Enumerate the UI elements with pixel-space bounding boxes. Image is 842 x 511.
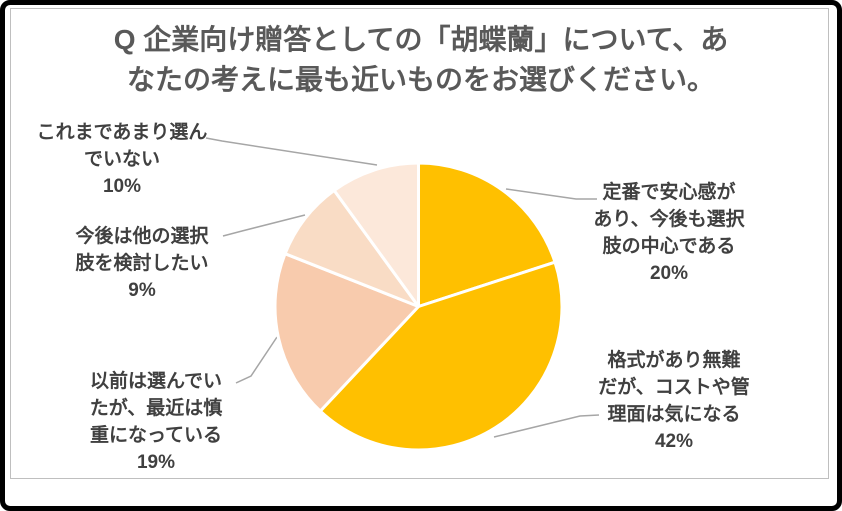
slice-label-standard-choice: 定番で安心感が あり、今後も選択 肢の中心である 20% — [593, 182, 745, 284]
pie-slices — [273, 161, 564, 452]
leader-line-cautious-now — [235, 336, 278, 384]
leader-line-consider-others — [222, 214, 306, 237]
pie-slice-4 — [283, 188, 420, 308]
leader-line-formal-but-cost — [493, 414, 600, 438]
leader-line-standard-choice — [505, 188, 597, 200]
pie-slice-1 — [417, 161, 557, 308]
pie-chart — [205, 137, 600, 452]
slice-label-not-chosen: これまであまり選ん でいない 10% — [36, 122, 208, 197]
pie-slice-5 — [332, 161, 420, 308]
slice-label-cautious-now: 以前は選んでい たが、最近は慎 重になっている 19% — [89, 371, 223, 473]
slice-label-formal-but-cost: 格式があり無難 だが、コストや管 理面は気になる 42% — [598, 350, 750, 452]
pie-slice-2 — [318, 260, 564, 452]
slice-label-consider-others: 今後は他の選択 肢を検討したい 9% — [75, 226, 209, 301]
chart-title: Q 企業向け贈答としての「胡蝶蘭」について、あ なたの考えに最も近いものをお選び… — [113, 24, 729, 95]
leader-line-not-chosen — [205, 137, 378, 166]
